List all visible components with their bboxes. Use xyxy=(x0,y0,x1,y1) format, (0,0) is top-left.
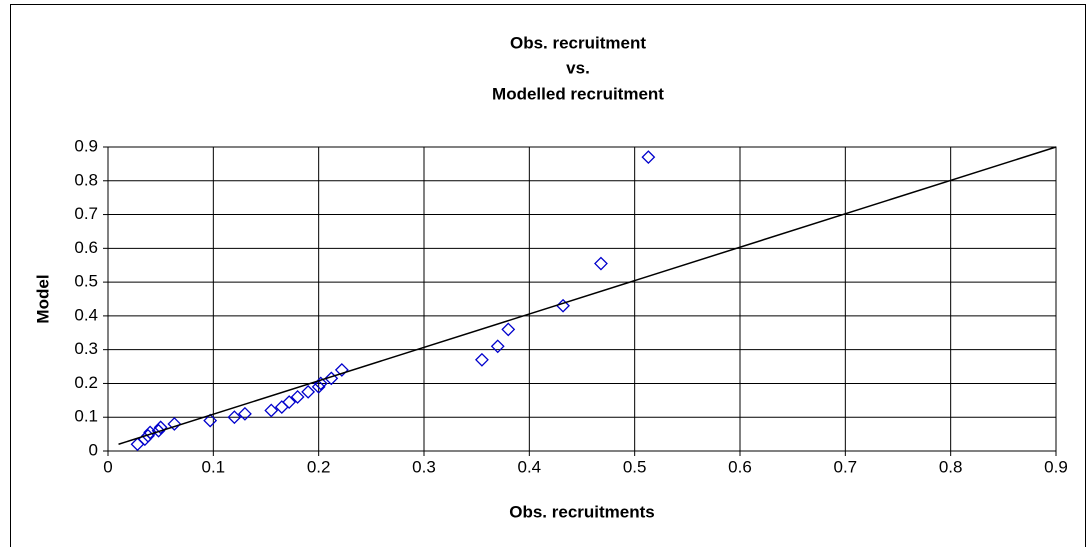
point xyxy=(227,410,242,425)
x-tick-label: 0.2 xyxy=(307,457,331,476)
x-tick-label: 0.5 xyxy=(623,457,647,476)
y-tick-label: 0.1 xyxy=(74,407,98,426)
y-tick-label: 0.9 xyxy=(74,136,98,155)
point xyxy=(282,395,297,409)
point xyxy=(475,352,489,367)
chart-title: Modelled recruitment xyxy=(492,84,664,103)
point xyxy=(153,420,168,435)
point xyxy=(556,298,570,313)
point xyxy=(151,423,166,438)
point xyxy=(238,406,252,421)
x-tick-label: 0.8 xyxy=(939,457,963,476)
y-tick-label: 0.3 xyxy=(74,339,98,358)
x-tick-label: 0.3 xyxy=(412,457,436,476)
x-tick-label: 0 xyxy=(103,457,112,476)
y-tick-label: 0 xyxy=(89,440,98,459)
point xyxy=(641,150,656,165)
x-tick-label: 0.6 xyxy=(728,457,752,476)
point xyxy=(324,371,339,386)
chart-title: vs. xyxy=(566,58,590,77)
point xyxy=(334,363,349,377)
point xyxy=(143,425,158,440)
chart-title: Obs. recruitment xyxy=(510,33,646,52)
y-tick-label: 0.4 xyxy=(74,305,98,324)
point xyxy=(290,390,305,404)
point xyxy=(501,322,516,337)
y-tick-label: 0.2 xyxy=(74,373,98,392)
x-tick-label: 0.4 xyxy=(518,457,542,476)
y-tick-label: 0.8 xyxy=(74,170,98,189)
y-tick-label: 0.5 xyxy=(74,272,98,291)
point xyxy=(311,379,326,394)
point xyxy=(490,339,505,354)
y-tick-label: 0.6 xyxy=(74,238,98,257)
x-axis-label: Obs. recruitments xyxy=(509,502,655,521)
y-axis-label: Model xyxy=(33,274,52,323)
reference-line xyxy=(118,146,1057,445)
x-tick-label: 0.7 xyxy=(834,457,858,476)
point xyxy=(203,413,218,428)
y-tick-label: 0.7 xyxy=(74,204,98,223)
point xyxy=(301,384,316,399)
x-tick-label: 0.1 xyxy=(202,457,226,476)
point xyxy=(264,403,279,418)
point xyxy=(167,417,182,431)
x-tick-label: 0.9 xyxy=(1044,457,1068,476)
point xyxy=(594,256,608,271)
